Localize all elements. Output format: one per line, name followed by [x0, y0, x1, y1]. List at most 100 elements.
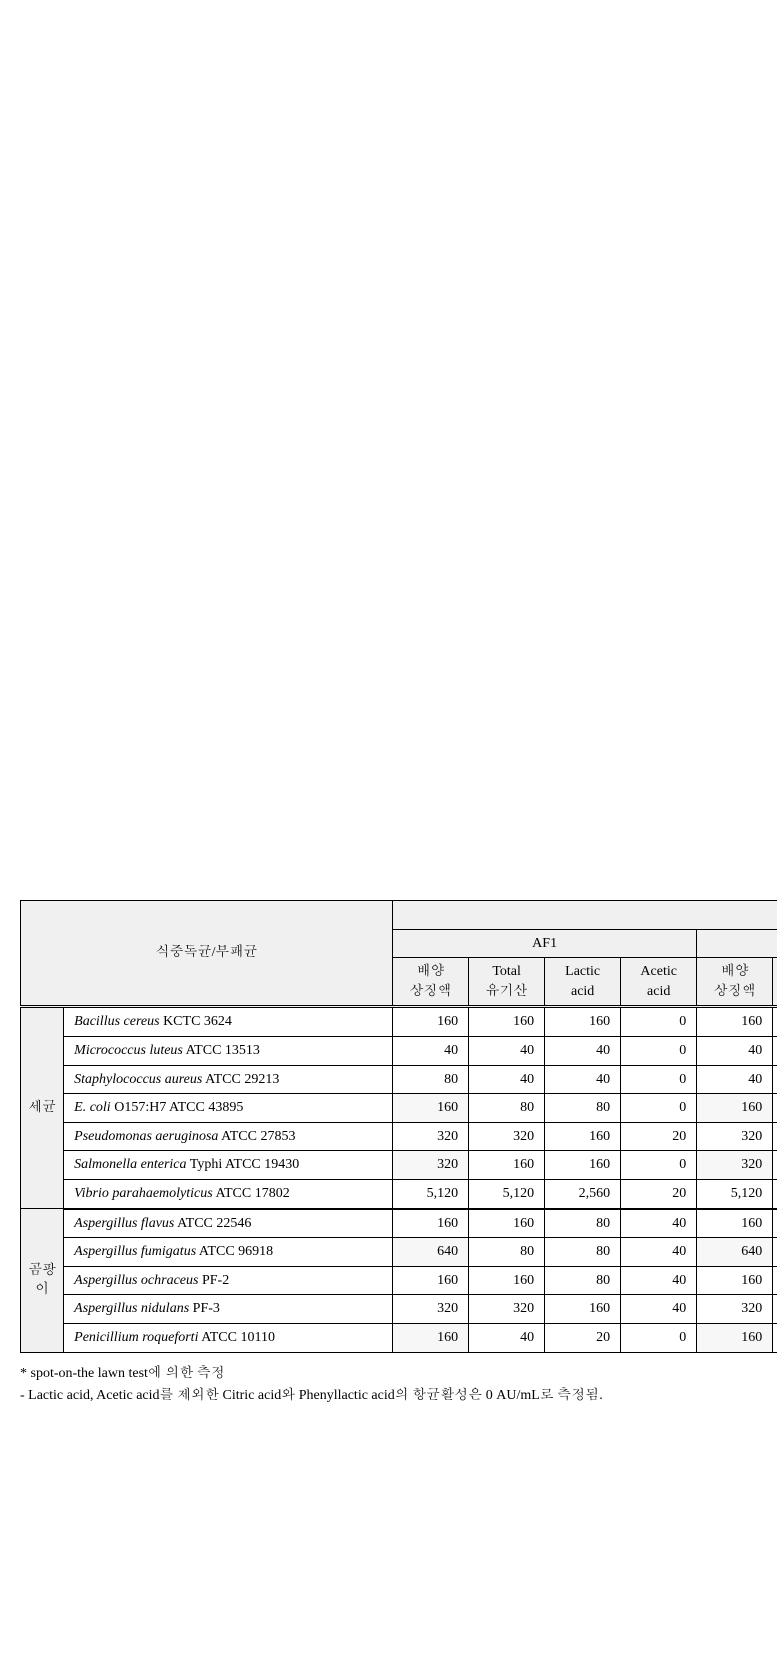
table-head: 식중독균/부패균 항균활성 (AU/mL)* AF1 HD1 EM TA 배양상…	[21, 901, 777, 1007]
subheader-cell: Total유기산	[469, 958, 545, 1007]
value-cell: 160	[469, 1007, 545, 1037]
value-cell: 40	[621, 1295, 697, 1324]
page-container: 식중독균/부패균 항균활성 (AU/mL)* AF1 HD1 EM TA 배양상…	[20, 20, 757, 1637]
table-row: Aspergillus nidulans PF-3320320160403203…	[21, 1295, 777, 1324]
row-group-label: 세균	[21, 1007, 64, 1209]
value-cell: 80	[545, 1266, 621, 1295]
value-cell: 320	[469, 1122, 545, 1151]
value-cell: 80	[545, 1094, 621, 1123]
footnote-2: - Lactic acid, Acetic acid를 제외한 Citric a…	[20, 1385, 777, 1407]
value-cell: 40	[773, 1036, 777, 1065]
value-cell: 160	[469, 1209, 545, 1238]
value-cell: 40	[773, 1065, 777, 1094]
value-cell: 20	[545, 1323, 621, 1352]
value-cell: 160	[469, 1266, 545, 1295]
value-cell: 80	[469, 1094, 545, 1123]
organism-name: Penicillium roqueforti ATCC 10110	[64, 1323, 393, 1352]
organism-name: Vibrio parahaemolyticus ATCC 17802	[64, 1179, 393, 1208]
table-row: Staphylococcus aureus ATCC 2921380404004…	[21, 1065, 777, 1094]
footnotes: * spot-on-the lawn test에 의한 측정 - Lactic …	[20, 1363, 777, 1408]
organism-name: Aspergillus nidulans PF-3	[64, 1295, 393, 1324]
activity-table: 식중독균/부패균 항균활성 (AU/mL)* AF1 HD1 EM TA 배양상…	[20, 900, 777, 1353]
value-cell: 160	[697, 1266, 773, 1295]
value-cell: 40	[621, 1238, 697, 1267]
microbe-header: 식중독균/부패균	[21, 901, 393, 1007]
value-cell: 80	[773, 1238, 777, 1267]
organism-name: E. coli O157:H7 ATCC 43895	[64, 1094, 393, 1123]
table-row: 세균Bacillus cereus KCTC 36241601601600160…	[21, 1007, 777, 1037]
organism-name: Pseudomonas aeruginosa ATCC 27853	[64, 1122, 393, 1151]
value-cell: 160	[697, 1323, 773, 1352]
value-cell: 160	[697, 1094, 773, 1123]
value-cell: 0	[621, 1094, 697, 1123]
subheader-cell: Total유기산	[773, 958, 777, 1007]
value-cell: 160	[773, 1007, 777, 1037]
value-cell: 40	[773, 1323, 777, 1352]
grp-af1: AF1	[393, 929, 697, 958]
value-cell: 5,120	[697, 1179, 773, 1208]
subheader-cell: Aceticacid	[621, 958, 697, 1007]
value-cell: 320	[697, 1295, 773, 1324]
footnote-1: * spot-on-the lawn test에 의한 측정	[20, 1363, 777, 1385]
subheader-cell: 배양상징액	[393, 958, 469, 1007]
table-row: Penicillium roqueforti ATCC 101101604020…	[21, 1323, 777, 1352]
table-row: Micrococcus luteus ATCC 1351340404004040…	[21, 1036, 777, 1065]
value-cell: 80	[545, 1238, 621, 1267]
value-cell: 160	[697, 1007, 773, 1037]
value-cell: 80	[773, 1094, 777, 1123]
table-row: E. coli O157:H7 ATCC 4389516080800160808…	[21, 1094, 777, 1123]
organism-name: Salmonella enterica Typhi ATCC 19430	[64, 1151, 393, 1180]
organism-name: Aspergillus flavus ATCC 22546	[64, 1209, 393, 1238]
value-cell: 40	[469, 1065, 545, 1094]
organism-name: Staphylococcus aureus ATCC 29213	[64, 1065, 393, 1094]
value-cell: 40	[545, 1036, 621, 1065]
value-cell: 40	[697, 1036, 773, 1065]
table-row: Aspergillus ochraceus PF-216016080401601…	[21, 1266, 777, 1295]
value-cell: 320	[393, 1122, 469, 1151]
value-cell: 320	[393, 1295, 469, 1324]
value-cell: 160	[545, 1151, 621, 1180]
value-cell: 160	[393, 1209, 469, 1238]
header-row-1: 식중독균/부패균 항균활성 (AU/mL)*	[21, 901, 777, 930]
value-cell: 320	[393, 1151, 469, 1180]
organism-name: Bacillus cereus KCTC 3624	[64, 1007, 393, 1037]
value-cell: 80	[393, 1065, 469, 1094]
value-cell: 160	[469, 1151, 545, 1180]
value-cell: 320	[697, 1151, 773, 1180]
value-cell: 40	[393, 1036, 469, 1065]
value-cell: 160	[773, 1266, 777, 1295]
value-cell: 320	[773, 1122, 777, 1151]
value-cell: 40	[621, 1209, 697, 1238]
value-cell: 40	[697, 1065, 773, 1094]
value-cell: 320	[469, 1295, 545, 1324]
value-cell: 160	[773, 1209, 777, 1238]
value-cell: 640	[393, 1238, 469, 1267]
value-cell: 160	[545, 1122, 621, 1151]
subheader-cell: Lacticacid	[545, 958, 621, 1007]
value-cell: 320	[697, 1122, 773, 1151]
value-cell: 0	[621, 1007, 697, 1037]
value-cell: 40	[469, 1036, 545, 1065]
subheader-cell: 배양상징액	[697, 958, 773, 1007]
value-cell: 5,120	[393, 1179, 469, 1208]
table-row: Vibrio parahaemolyticus ATCC 178025,1205…	[21, 1179, 777, 1208]
value-cell: 160	[545, 1295, 621, 1324]
value-cell: 160	[393, 1323, 469, 1352]
value-cell: 40	[545, 1065, 621, 1094]
value-cell: 640	[697, 1238, 773, 1267]
table-row: Aspergillus fumigatus ATCC 9691864080804…	[21, 1238, 777, 1267]
organism-name: Aspergillus ochraceus PF-2	[64, 1266, 393, 1295]
value-cell: 0	[621, 1151, 697, 1180]
value-cell: 0	[621, 1323, 697, 1352]
page-inner: 식중독균/부패균 항균활성 (AU/mL)* AF1 HD1 EM TA 배양상…	[20, 900, 777, 1637]
grp-hd1: HD1	[697, 929, 777, 958]
activity-header: 항균활성 (AU/mL)*	[393, 901, 777, 930]
value-cell: 2,560	[545, 1179, 621, 1208]
table-row: Salmonella enterica Typhi ATCC 194303201…	[21, 1151, 777, 1180]
organism-name: Micrococcus luteus ATCC 13513	[64, 1036, 393, 1065]
value-cell: 160	[393, 1007, 469, 1037]
value-cell: 160	[773, 1151, 777, 1180]
value-cell: 160	[393, 1094, 469, 1123]
value-cell: 0	[621, 1036, 697, 1065]
table-body: 세균Bacillus cereus KCTC 36241601601600160…	[21, 1007, 777, 1352]
